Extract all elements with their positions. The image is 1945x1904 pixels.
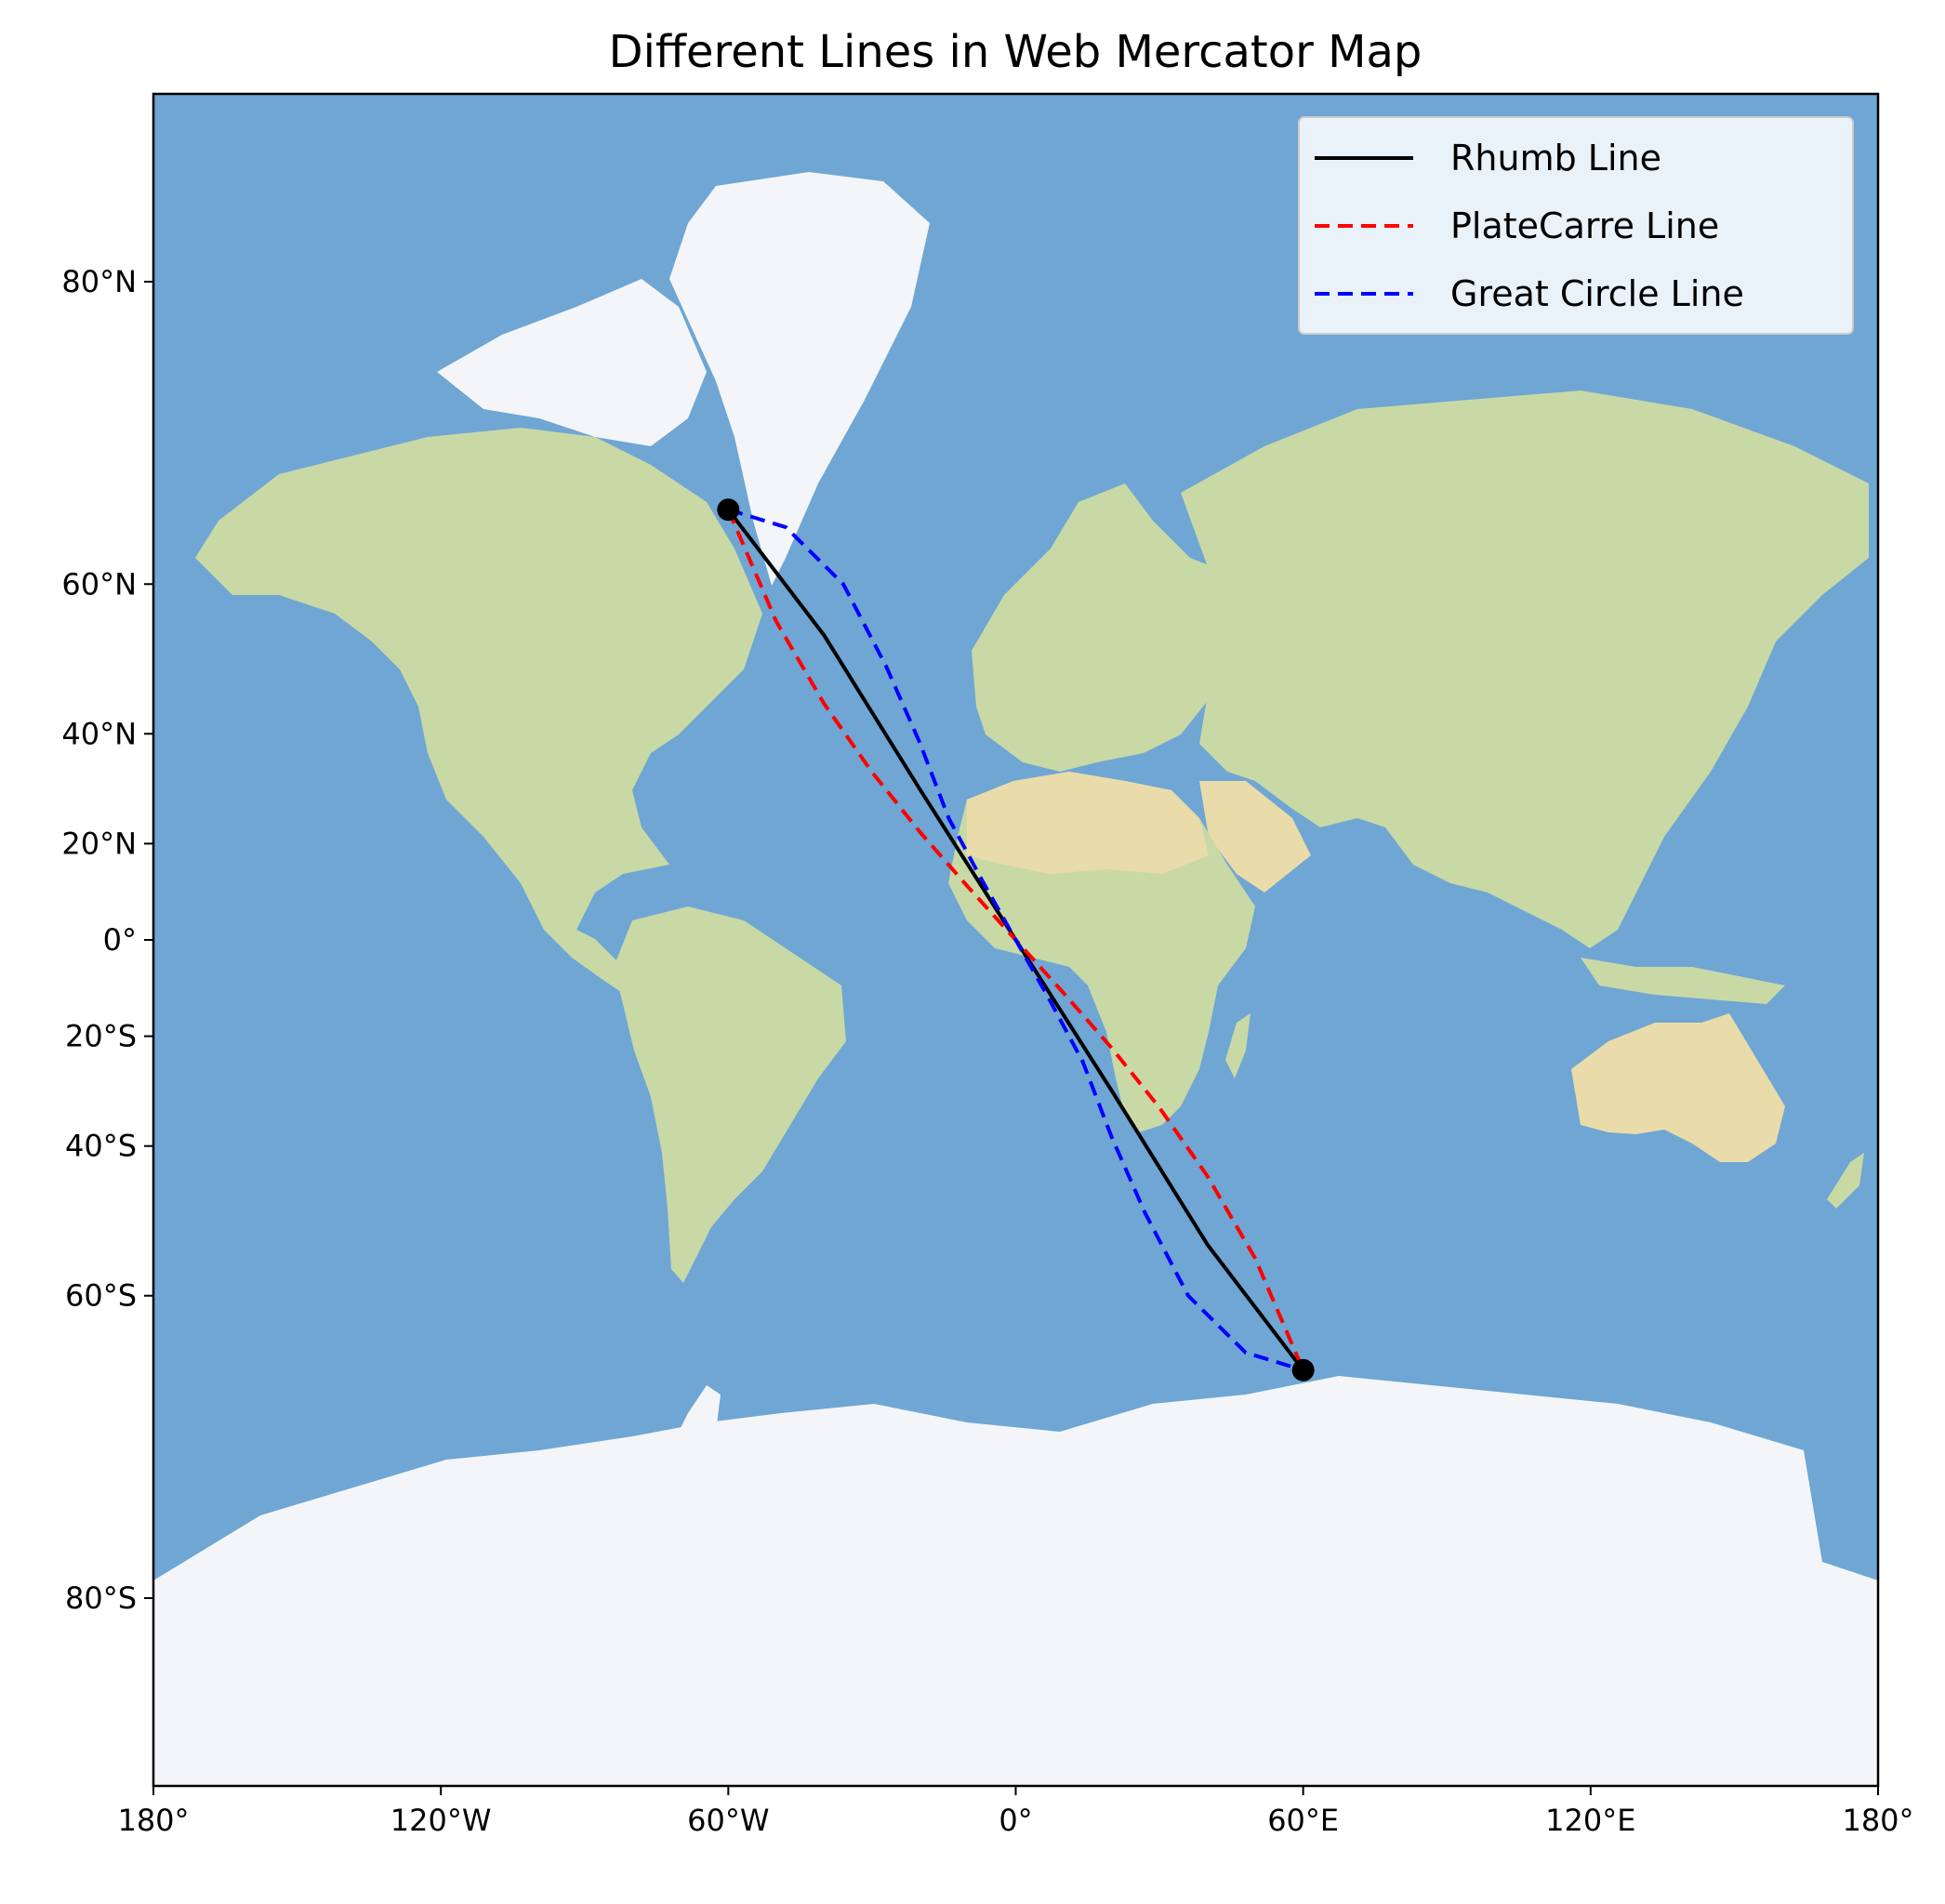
y-tick-label: 0°: [103, 922, 137, 958]
series-line-great-circle-line: [727, 508, 1304, 1372]
y-tick-label: 60°S: [65, 1278, 137, 1314]
landmass-arabia: [1199, 781, 1311, 892]
x-tick-label: 0°: [999, 1803, 1032, 1838]
landmass-central-america: [521, 883, 642, 999]
route-endpoint-marker: [1291, 1358, 1315, 1382]
y-axis: 80°N 60°N 40°N 20°N 0° 20°S 40°S 60°S 80°S: [61, 264, 153, 1616]
y-tick-label: 40°N: [61, 716, 137, 751]
y-tick-label: 80°S: [65, 1580, 137, 1616]
x-tick-label: 60°W: [687, 1803, 769, 1838]
legend-label: PlateCarre Line: [1450, 205, 1719, 246]
landmass-new-zealand: [1827, 1153, 1864, 1209]
legend-box: [1298, 116, 1854, 335]
sahara-desert: [967, 772, 1209, 874]
x-tick-label: 180°: [117, 1803, 189, 1838]
y-tick-label: 80°N: [61, 264, 137, 299]
y-tick-label: 20°S: [65, 1019, 137, 1054]
route-endpoints: [717, 498, 1315, 1382]
x-tick-label: 120°W: [390, 1803, 492, 1838]
landmass-madagascar: [1225, 1013, 1250, 1078]
map-background: [153, 94, 1878, 1786]
landmass-indonesia: [1581, 958, 1785, 1004]
x-axis: 180° 120°W 60°W 0° 60°E 120°E 180°: [117, 1786, 1914, 1838]
landmass-antarctic-peninsula: [642, 1385, 721, 1497]
chart-title: Different Lines in Web Mercator Map: [609, 26, 1422, 78]
landmass-arctic-islands: [437, 279, 707, 446]
y-tick-label: 20°N: [61, 826, 137, 861]
legend-label: Rhumb Line: [1450, 138, 1661, 178]
landmass-australia: [1571, 1013, 1785, 1162]
landmass-asia: [1181, 390, 1869, 948]
legend-label: Great Circle Line: [1450, 273, 1744, 314]
y-tick-label: 60°N: [61, 566, 137, 602]
landmass-greenland: [669, 172, 930, 586]
x-tick-label: 60°E: [1267, 1803, 1339, 1838]
landmass-antarctica: [153, 1376, 1878, 1786]
x-tick-label: 180°: [1842, 1803, 1913, 1838]
legend: Rhumb Line PlateCarre Line Great Circle Li…: [1298, 116, 1854, 335]
landmass-south-america: [614, 906, 846, 1283]
route-endpoint-marker: [717, 498, 740, 522]
x-tick-label: 120°E: [1545, 1803, 1635, 1838]
route-lines: [726, 508, 1305, 1372]
landmass-europe: [972, 483, 1246, 772]
landmass-north-america: [195, 428, 762, 958]
y-tick-label: 40°S: [65, 1129, 137, 1164]
